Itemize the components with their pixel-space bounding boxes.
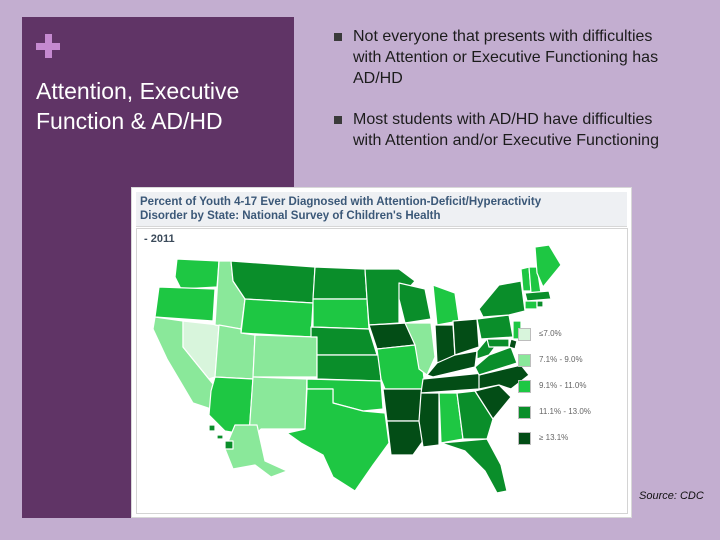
slide-title-line-2: Function & AD/HD	[36, 108, 223, 134]
bullet-text: Most students with AD/HD have difficulti…	[353, 111, 659, 149]
state-washington	[174, 258, 220, 290]
map-title-line-2: Disorder by State: National Survey of Ch…	[140, 210, 441, 222]
map-header: Percent of Youth 4-17 Ever Diagnosed wit…	[136, 192, 627, 227]
state-kansas	[316, 354, 382, 382]
state-hawaii-island	[224, 440, 234, 450]
state-oregon	[154, 286, 216, 322]
state-virginia	[474, 346, 518, 376]
state-pennsylvania	[476, 314, 514, 340]
state-wyoming	[240, 298, 314, 338]
bullet-item: Not everyone that presents with difficul…	[334, 26, 684, 89]
state-south-dakota	[312, 298, 370, 330]
bullet-item: Most students with AD/HD have difficulti…	[334, 109, 684, 151]
us-state-map	[152, 244, 562, 494]
state-north-dakota	[312, 266, 368, 300]
state-maine	[534, 244, 562, 288]
plus-icon	[34, 32, 62, 60]
square-bullet-icon	[334, 33, 342, 41]
map-title-line-1: Percent of Youth 4-17 Ever Diagnosed wit…	[140, 196, 542, 208]
state-nebraska	[310, 326, 378, 356]
legend-swatch	[518, 432, 531, 445]
map-title: Percent of Youth 4-17 Ever Diagnosed wit…	[140, 195, 626, 223]
map-panel: - 2011	[136, 228, 628, 514]
state-maryland	[486, 338, 510, 348]
state-michigan	[432, 284, 460, 326]
legend-label: ≤7.0%	[539, 329, 562, 338]
state-alaska	[224, 424, 288, 478]
state-georgia	[456, 390, 494, 440]
legend-label: ≥ 13.1%	[539, 433, 569, 442]
state-hawaii-island	[208, 424, 216, 432]
state-rhode-island	[536, 300, 544, 308]
slide-title: Attention, Executive Function & AD/HD	[36, 76, 286, 136]
state-mississippi	[418, 392, 440, 448]
state-colorado	[252, 334, 318, 378]
legend-swatch	[518, 380, 531, 393]
legend-swatch	[518, 406, 531, 419]
square-bullet-icon	[334, 116, 342, 124]
legend-label: 9.1% - 11.0%	[539, 381, 587, 390]
state-hawaii-island	[216, 434, 224, 440]
state-louisiana	[386, 420, 424, 456]
state-arkansas	[382, 388, 424, 422]
bullet-text: Not everyone that presents with difficul…	[353, 28, 659, 87]
state-wisconsin	[398, 282, 432, 324]
state-ohio	[452, 318, 480, 356]
bullet-list: Not everyone that presents with difficul…	[334, 26, 684, 171]
state-texas	[286, 388, 390, 492]
state-massachusetts	[524, 290, 552, 302]
legend-label: 7.1% - 9.0%	[539, 355, 583, 364]
state-florida	[440, 438, 508, 494]
legend-swatch	[518, 354, 531, 367]
state-montana	[230, 260, 316, 304]
slide-title-line-1: Attention, Executive	[36, 78, 240, 104]
state-delaware	[508, 338, 518, 350]
state-new-york	[478, 280, 526, 318]
adhd-map-figure: Percent of Youth 4-17 Ever Diagnosed wit…	[131, 187, 632, 518]
state-minnesota	[364, 268, 416, 326]
map-year-label: - 2011	[144, 233, 175, 245]
source-note: Source: CDC	[639, 490, 704, 502]
legend-label: 11.1% - 13.0%	[539, 407, 591, 416]
legend-swatch	[518, 328, 531, 341]
state-connecticut	[524, 300, 538, 310]
state-nevada	[182, 320, 220, 380]
